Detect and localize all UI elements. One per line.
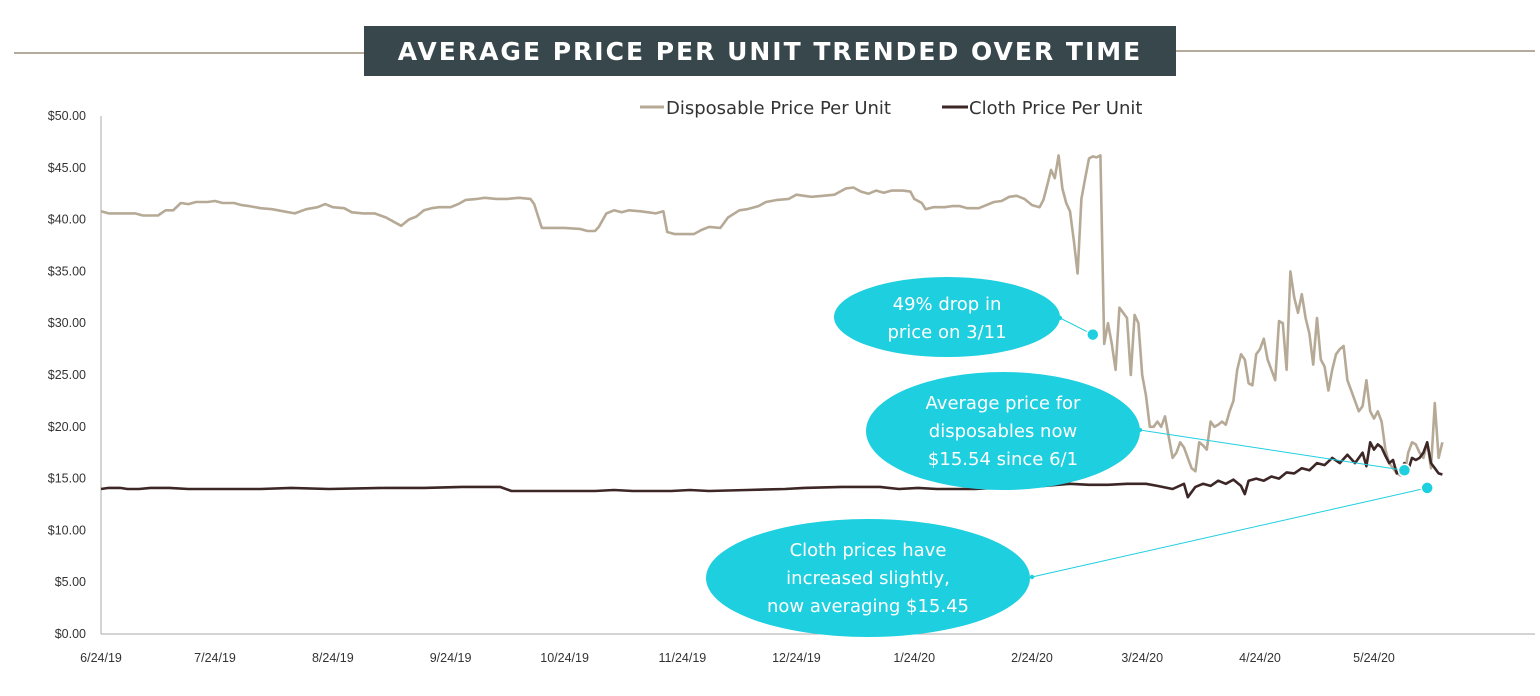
y-tick-label: $20.00: [48, 420, 86, 434]
annotation-disposable-leader: [1139, 429, 1405, 471]
title-rule-right: [1176, 50, 1535, 52]
x-tick-label: 1/24/20: [893, 651, 935, 665]
annotation-disposable-line-3: $15.54 since 6/1: [928, 449, 1078, 470]
y-tick-label: $50.00: [48, 109, 86, 123]
x-tick-label: 5/24/20: [1353, 651, 1395, 665]
annotation-cloth-target-dot: [1420, 481, 1434, 495]
x-tick-label: 10/24/19: [540, 651, 589, 665]
annotation-cloth-line-1: Cloth prices have: [790, 540, 947, 561]
annotation-cloth-line-3: now averaging $15.45: [767, 596, 969, 617]
y-tick-label: $5.00: [55, 575, 86, 589]
annotation-drop: 49% drop in price on 3/11: [834, 277, 1100, 357]
series-line-disposable: [100, 154, 1444, 477]
y-tick-label: $35.00: [48, 264, 86, 278]
annotation-cloth-leader: [1031, 487, 1428, 578]
x-axis-tick-labels: 6/24/19 7/24/19 8/24/19 9/24/19 10/24/19 11/2…: [80, 651, 1395, 665]
x-tick-label: 12/24/19: [772, 651, 821, 665]
annotation-cloth-source-dot: [1029, 574, 1035, 580]
y-axis-tick-labels: $0.00 $5.00 $10.00 $15.00 $20.00 $25.00 $30.00…: [48, 109, 86, 641]
annotation-drop-bubble: [834, 277, 1060, 357]
y-tick-label: $15.00: [48, 472, 86, 486]
legend: Disposable Price Per Unit Cloth Price Pe…: [640, 98, 1142, 119]
y-tick-label: $10.00: [48, 523, 86, 537]
x-tick-label: 7/24/19: [194, 651, 236, 665]
chart-title: AVERAGE PRICE PER UNIT TRENDED OVER TIME: [364, 26, 1176, 76]
annotations: 49% drop in price on 3/11 Average price …: [706, 277, 1434, 637]
annotation-cloth-bubble: [706, 519, 1030, 637]
annotation-cloth-line-2: increased slightly,: [786, 568, 950, 589]
x-tick-label: 3/24/20: [1121, 651, 1163, 665]
legend-label-cloth: Cloth Price Per Unit: [969, 98, 1142, 119]
series-line-cloth: [100, 441, 1443, 499]
x-tick-label: 9/24/19: [430, 651, 472, 665]
annotation-cloth-average: Cloth prices have increased slightly, no…: [706, 481, 1434, 637]
y-tick-label: $30.00: [48, 316, 86, 330]
y-tick-label: $45.00: [48, 161, 86, 175]
title-rule-left: [14, 52, 364, 54]
series-layer: [100, 154, 1444, 499]
annotation-disposable-target-dot: [1397, 463, 1412, 478]
x-tick-label: 6/24/19: [80, 651, 122, 665]
y-tick-label: $25.00: [48, 368, 86, 382]
y-tick-label: $0.00: [55, 627, 86, 641]
y-tick-label: $40.00: [48, 213, 86, 227]
annotation-drop-line-2: price on 3/11: [887, 322, 1006, 343]
x-tick-label: 8/24/19: [312, 651, 354, 665]
legend-label-disposable: Disposable Price Per Unit: [666, 98, 891, 119]
annotation-disposable-line-2: disposables now: [929, 421, 1077, 442]
annotation-disposable-line-1: Average price for: [926, 393, 1082, 414]
annotation-disposable-bubble: [866, 372, 1140, 490]
annotation-disposable-average: Average price for disposables now $15.54…: [866, 372, 1412, 490]
annotation-drop-target-dot: [1086, 327, 1100, 342]
x-tick-label: 4/24/20: [1239, 651, 1281, 665]
x-tick-label: 2/24/20: [1011, 651, 1053, 665]
annotation-drop-line-1: 49% drop in: [893, 294, 1002, 315]
x-tick-label: 11/24/19: [659, 651, 707, 665]
